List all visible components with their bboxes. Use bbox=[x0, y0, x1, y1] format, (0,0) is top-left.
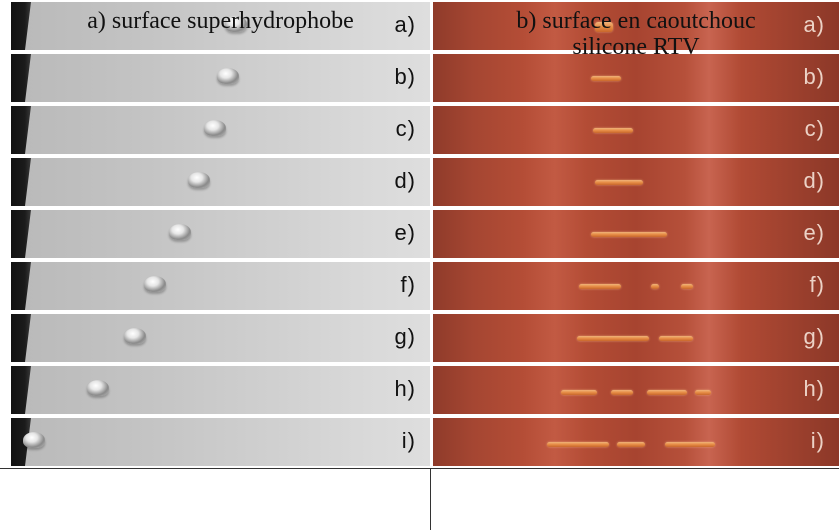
strip-label: c) bbox=[804, 116, 825, 141]
caption-divider bbox=[430, 468, 431, 530]
water-trail bbox=[617, 442, 645, 447]
rtv-strip-h: h) bbox=[433, 366, 839, 414]
rtv-strip-f: f) bbox=[433, 262, 839, 310]
strip-label: a) bbox=[803, 12, 825, 37]
water-trail bbox=[593, 128, 633, 133]
strip-label: b) bbox=[394, 64, 416, 89]
strip-label: g) bbox=[803, 324, 825, 349]
water-droplet bbox=[144, 276, 166, 292]
water-droplet bbox=[204, 120, 226, 136]
water-trail bbox=[577, 336, 649, 341]
rtv-strip-d: d) bbox=[433, 158, 839, 206]
strip-label: a) bbox=[394, 12, 416, 37]
caption-rtv-line2: silicone RTV bbox=[572, 34, 700, 60]
water-trail bbox=[547, 442, 609, 447]
caption-rtv: b) surface en caoutchouc silicone RTV bbox=[433, 8, 839, 60]
water-trail bbox=[651, 284, 659, 289]
water-trail bbox=[591, 232, 667, 237]
water-trail bbox=[595, 22, 613, 32]
strip-label: d) bbox=[394, 168, 416, 193]
water-trail bbox=[611, 390, 633, 395]
caption-superhydrophobe: a) surface superhydrophobe bbox=[87, 8, 354, 34]
strip-label: b) bbox=[803, 64, 825, 89]
water-droplet bbox=[23, 432, 45, 448]
superhydrophobe-strip-a: a) bbox=[11, 2, 430, 50]
superhydrophobe-strip-f: f) bbox=[11, 262, 430, 310]
water-droplet bbox=[87, 380, 109, 396]
water-trail bbox=[561, 390, 597, 395]
superhydrophobe-strip-h: h) bbox=[11, 366, 430, 414]
water-droplet bbox=[217, 68, 239, 84]
water-droplet bbox=[225, 16, 247, 32]
strip-label: f) bbox=[400, 272, 416, 297]
water-trail bbox=[659, 336, 693, 341]
strip-label: i) bbox=[810, 428, 825, 453]
water-trail bbox=[681, 284, 693, 289]
caption-rtv-line1: b) surface en caoutchouc bbox=[516, 8, 756, 34]
strip-label: c) bbox=[395, 116, 416, 141]
superhydrophobe-strip-i: i) bbox=[11, 418, 430, 466]
water-droplet bbox=[124, 328, 146, 344]
strip-label: h) bbox=[394, 376, 416, 401]
strip-label: h) bbox=[803, 376, 825, 401]
water-trail bbox=[695, 390, 711, 395]
strip-label: i) bbox=[401, 428, 416, 453]
superhydrophobe-strip-d: d) bbox=[11, 158, 430, 206]
superhydrophobe-column: a) b) c) d) e) f) g) h) bbox=[11, 2, 430, 468]
rtv-strip-i: i) bbox=[433, 418, 839, 466]
strip-label: d) bbox=[803, 168, 825, 193]
rtv-strip-g: g) bbox=[433, 314, 839, 362]
water-trail bbox=[595, 180, 643, 185]
superhydrophobe-strip-b: b) bbox=[11, 54, 430, 102]
water-trail bbox=[591, 76, 621, 81]
superhydrophobe-strip-g: g) bbox=[11, 314, 430, 362]
rtv-strip-c: c) bbox=[433, 106, 839, 154]
water-droplet bbox=[188, 172, 210, 188]
strip-label: g) bbox=[394, 324, 416, 349]
strip-label: e) bbox=[394, 220, 416, 245]
superhydrophobe-strip-c: c) bbox=[11, 106, 430, 154]
water-trail bbox=[579, 284, 621, 289]
strip-label: f) bbox=[809, 272, 825, 297]
rtv-strip-b: b) bbox=[433, 54, 839, 102]
water-trail bbox=[647, 390, 687, 395]
water-droplet bbox=[169, 224, 191, 240]
column-divider bbox=[430, 0, 433, 468]
rtv-strip-e: e) bbox=[433, 210, 839, 258]
rtv-strip-a: a) bbox=[433, 2, 839, 50]
caption-row bbox=[0, 468, 839, 531]
superhydrophobe-strip-e: e) bbox=[11, 210, 430, 258]
rtv-silicone-column: a) b) c) d) e) f) g) bbox=[433, 2, 839, 468]
water-trail bbox=[665, 442, 715, 447]
strip-label: e) bbox=[803, 220, 825, 245]
